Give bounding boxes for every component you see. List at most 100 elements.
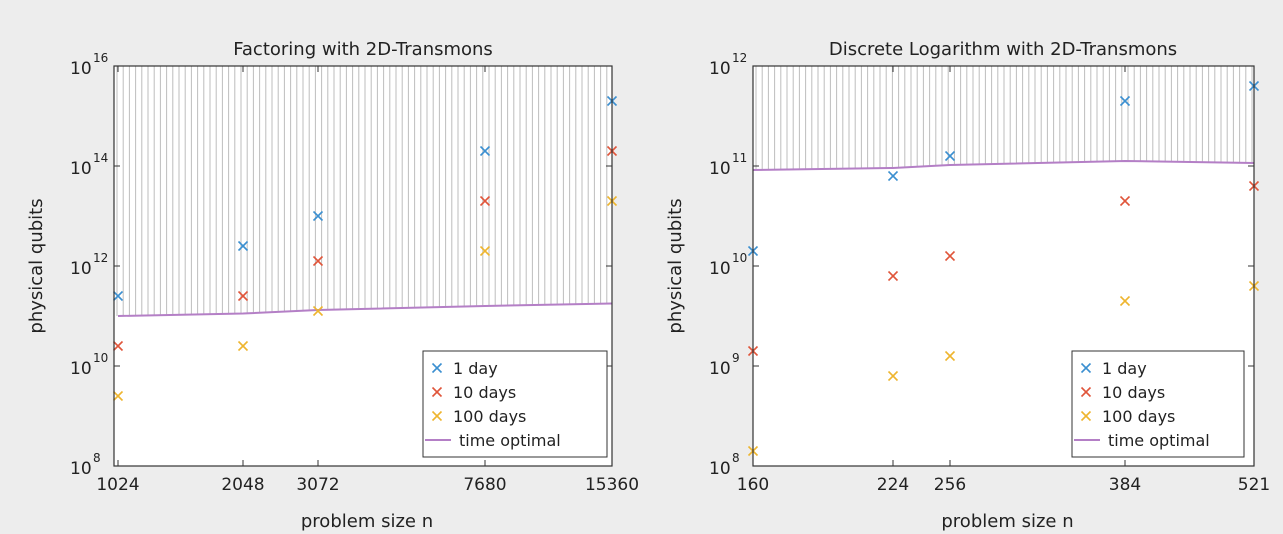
y-tick-exponent: 8 (732, 451, 740, 465)
data-point (1119, 195, 1131, 207)
data-point (112, 290, 124, 302)
data-point (887, 370, 899, 382)
y-tick-label: 10 (70, 259, 92, 279)
legend-box (422, 350, 608, 458)
marker-stroke (887, 270, 899, 282)
chart-title: Factoring with 2D-Transmons (233, 39, 493, 60)
x-axis-label: problem size n (301, 511, 433, 532)
legend-label: 100 days (453, 407, 526, 426)
marker-stroke (887, 370, 899, 382)
data-point (237, 340, 249, 352)
chart-title: Discrete Logarithm with 2D-Transmons (829, 39, 1177, 60)
x-tick-label: 384 (1109, 475, 1141, 495)
y-tick-label: 10 (70, 59, 92, 79)
data-point (1119, 295, 1131, 307)
x-tick-label: 3072 (296, 475, 339, 495)
marker-stroke (312, 210, 324, 222)
marker-stroke (944, 150, 956, 162)
legend-marker (431, 386, 443, 398)
hatched-region (116, 66, 608, 316)
series-group (112, 95, 618, 402)
marker-stroke (112, 340, 124, 352)
x-tick-label: 7680 (463, 475, 506, 495)
y-tick-exponent: 11 (732, 151, 747, 165)
data-point (112, 340, 124, 352)
marker-stroke (237, 290, 249, 302)
data-point (479, 145, 491, 157)
y-tick-label: 10 (709, 159, 731, 179)
y-tick-exponent: 14 (93, 151, 108, 165)
y-tick-exponent: 9 (732, 351, 740, 365)
legend-marker (1080, 386, 1092, 398)
marker-stroke (479, 245, 491, 257)
data-point (1119, 95, 1131, 107)
legend-label: time optimal (1108, 431, 1210, 450)
legend-marker (1080, 410, 1092, 422)
legend-label: 100 days (1102, 407, 1175, 426)
y-tick-label: 10 (709, 59, 731, 79)
x-tick-label: 521 (1238, 475, 1270, 495)
data-point (237, 290, 249, 302)
marker-stroke (479, 145, 491, 157)
data-point (479, 195, 491, 207)
y-tick-label: 10 (709, 359, 731, 379)
series-line-time-optimal (752, 159, 1255, 171)
y-tick-label: 10 (709, 459, 731, 479)
marker-stroke (112, 390, 124, 402)
marker-stroke (887, 170, 899, 182)
x-tick-label: 224 (877, 475, 909, 495)
legend-marker (431, 410, 443, 422)
data-point (887, 270, 899, 282)
x-tick-label: 160 (737, 475, 769, 495)
legend: 1 day 10 days 100 days time optimal (1071, 350, 1245, 458)
x-tick-label: 256 (934, 475, 966, 495)
legend-box (1071, 350, 1245, 458)
y-axis-label: physical qubits (26, 198, 47, 333)
data-point (237, 240, 249, 252)
y-tick-label: 10 (70, 459, 92, 479)
legend-marker (1080, 362, 1092, 374)
y-tick-exponent: 12 (93, 251, 108, 265)
y-tick-exponent: 12 (732, 51, 747, 65)
y-tick-label: 10 (70, 159, 92, 179)
legend-label: 1 day (453, 359, 498, 378)
data-point (944, 350, 956, 362)
x-axis-label: problem size n (941, 511, 1073, 532)
y-tick-exponent: 16 (93, 51, 108, 65)
legend-marker (431, 362, 443, 374)
y-tick-exponent: 10 (732, 251, 747, 265)
hatched-region (755, 66, 1253, 170)
x-tick-label: 1024 (96, 475, 139, 495)
legend-label: 10 days (453, 383, 516, 402)
x-tick-label: 2048 (221, 475, 264, 495)
marker-stroke (312, 255, 324, 267)
y-tick-label: 10 (70, 359, 92, 379)
legend-label: 10 days (1102, 383, 1165, 402)
y-tick-label: 10 (709, 259, 731, 279)
y-tick-exponent: 8 (93, 451, 101, 465)
data-point (312, 210, 324, 222)
marker-stroke (237, 240, 249, 252)
data-point (944, 250, 956, 262)
data-point (887, 170, 899, 182)
marker-stroke (1119, 95, 1131, 107)
legend-label: time optimal (459, 431, 561, 450)
data-point (312, 305, 324, 317)
marker-stroke (1119, 295, 1131, 307)
marker-stroke (944, 350, 956, 362)
data-point (479, 245, 491, 257)
y-tick-exponent: 10 (93, 351, 108, 365)
marker-stroke (112, 290, 124, 302)
data-point (112, 390, 124, 402)
marker-stroke (1119, 195, 1131, 207)
legend: 1 day 10 days 100 days time optimal (422, 350, 608, 458)
legend-label: 1 day (1102, 359, 1147, 378)
y-axis-label: physical qubits (665, 198, 686, 333)
data-point (312, 255, 324, 267)
marker-stroke (237, 340, 249, 352)
